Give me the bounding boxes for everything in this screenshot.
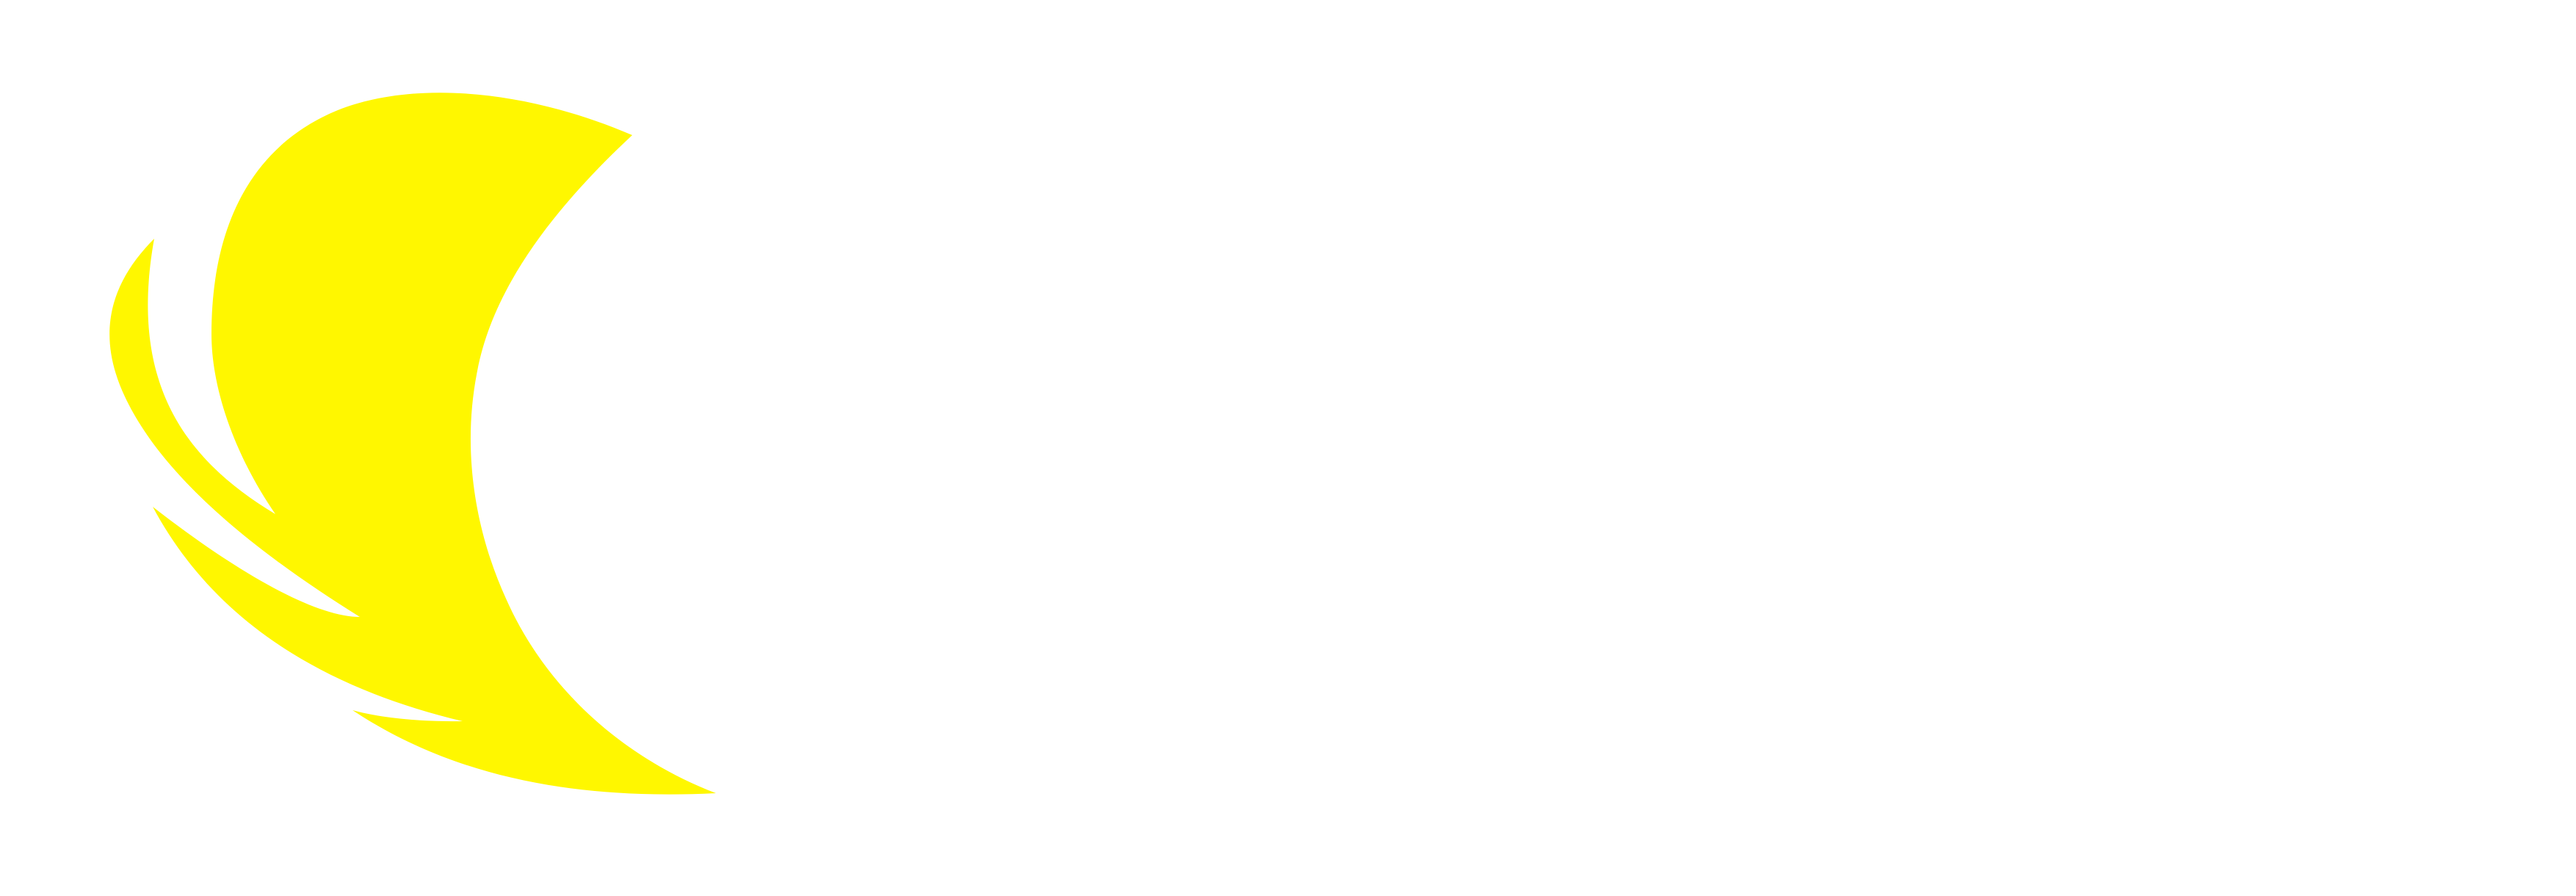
logo-shape [109,93,716,795]
